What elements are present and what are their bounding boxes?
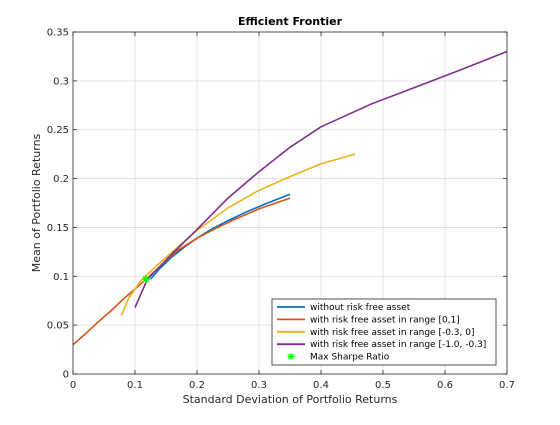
legend-label: with risk free asset in range [-1.0, -0.…	[310, 340, 486, 350]
marker-stroke	[142, 275, 150, 283]
max-sharpe-marker	[142, 275, 151, 284]
legend: without risk free asset with risk free as…	[271, 298, 497, 366]
y-tick-label: 0.05	[47, 321, 69, 332]
x-tick-label: 0.7	[499, 380, 515, 391]
series-layer	[72, 50, 508, 346]
y-tick-label: 0.15	[47, 223, 69, 234]
series-line-3	[134, 50, 508, 308]
x-tick-label: 0	[70, 380, 76, 391]
y-tick-label: 0	[63, 370, 69, 381]
legend-label: with risk free asset in range [0,1]	[310, 315, 460, 325]
legend-label: with risk free asset in range [-0.3, 0]	[310, 328, 474, 338]
x-tick-label: 0.1	[127, 380, 143, 391]
x-tick-label: 0.4	[313, 380, 329, 391]
x-tick-label: 0.6	[437, 380, 453, 391]
y-tick-label: 0.25	[47, 125, 69, 136]
legend-label: without risk free asset	[310, 303, 411, 313]
y-axis-label: Mean of Portfolio Returns	[30, 133, 43, 272]
y-tick-label: 0.35	[47, 28, 69, 39]
y-tick-label: 0.3	[53, 76, 69, 87]
plot-frame	[72, 31, 508, 375]
y-tick-label: 0.1	[53, 272, 69, 283]
x-tick-label: 0.5	[375, 380, 391, 391]
tick-layer: 0 0.1 0.2 0.3 0.4 0.5 0.6 0.7 0 0.05 0.1 0.15 0.2 0.2…	[47, 28, 515, 392]
x-axis-label: Standard Deviation of Portfolio Returns	[183, 393, 398, 406]
marker-stroke	[288, 353, 294, 360]
chart-title: Efficient Frontier	[238, 15, 343, 28]
x-tick-label: 0.3	[251, 380, 267, 391]
legend-box	[271, 298, 497, 366]
legend-swatch-marker	[287, 353, 295, 361]
legend-label: Max Sharpe Ratio	[310, 353, 390, 363]
x-tick-label: 0.2	[189, 380, 205, 391]
y-tick-label: 0.2	[53, 174, 69, 185]
